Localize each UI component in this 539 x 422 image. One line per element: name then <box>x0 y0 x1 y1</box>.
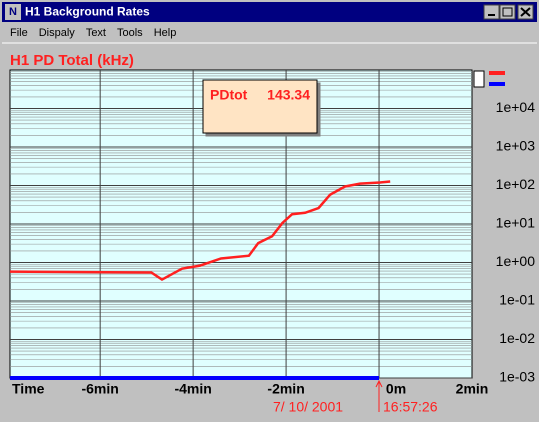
x-axis-label: Time <box>12 381 45 397</box>
title-bar <box>2 2 537 22</box>
legend-icon-box <box>473 70 485 88</box>
y-tick-label: 1e-01 <box>499 292 535 308</box>
y-tick-label: 1e-03 <box>499 369 535 385</box>
legend-icon <box>473 70 505 88</box>
now-marker <box>375 379 383 412</box>
data-line <box>9 180 391 282</box>
y-tick-label: 1e+02 <box>496 176 536 192</box>
data-span-bar <box>10 376 379 380</box>
x-tick-label: 0m <box>386 381 406 397</box>
y-tick-label: 1e+00 <box>496 253 536 269</box>
app-icon <box>5 4 21 20</box>
menu-item[interactable]: Dispaly <box>39 27 76 39</box>
plot-content <box>9 180 391 282</box>
menu-item[interactable]: Help <box>154 27 177 39</box>
menu-item[interactable]: File <box>10 27 28 39</box>
menu-bar: File Dispaly Text Tools Help <box>10 27 176 39</box>
close-glyph <box>520 7 531 17</box>
y-tick-label: 1e-02 <box>499 330 535 346</box>
y-tick-label: 1e+01 <box>496 215 536 231</box>
x-tick-label: -4min <box>174 381 211 397</box>
readout-label: PDtot <box>210 87 248 103</box>
legend-icon-red <box>489 71 505 75</box>
x-tick-label: 2min <box>456 381 489 397</box>
grid <box>10 70 472 379</box>
menu-item[interactable]: Tools <box>117 27 143 39</box>
x-tick-label: -6min <box>81 381 118 397</box>
y-tick-label: 1e+03 <box>496 138 536 154</box>
window-title: H1 Background Rates <box>25 5 150 19</box>
minimize-button[interactable] <box>483 4 500 20</box>
legend-icon-blue <box>489 82 505 86</box>
time-label: 16:57:26 <box>383 399 438 415</box>
menu-item[interactable]: Text <box>86 27 106 39</box>
x-tick-label: -2min <box>267 381 304 397</box>
maximize-button[interactable] <box>499 4 516 20</box>
readout-value: 143.34 <box>267 87 310 103</box>
window-buttons <box>483 4 534 20</box>
maximize-glyph <box>502 7 513 17</box>
app-icon-letter: N <box>9 6 17 18</box>
readout-box <box>202 79 318 134</box>
date-label: 7/ 10/ 2001 <box>273 399 343 415</box>
y-tick-label: 1e+04 <box>496 99 536 115</box>
chart-title: H1 PD Total (kHz) <box>10 52 134 69</box>
